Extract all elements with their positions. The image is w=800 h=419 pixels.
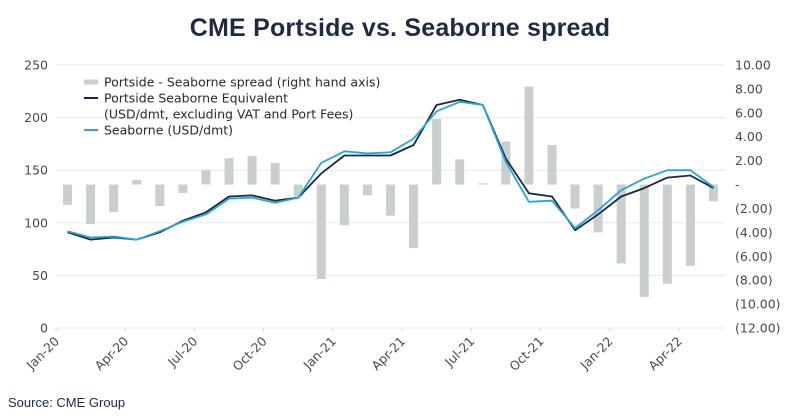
x-axis: Jan-20 Apr-20 Jul-20 Oct-20 Jan-21 Apr-21 Jul-… [23, 328, 685, 374]
spread-bar [63, 184, 73, 205]
legend-label: (USD/dmt, excluding VAT and Port Fees) [104, 107, 353, 122]
spread-bar [155, 184, 165, 207]
spread-bar [86, 184, 96, 224]
spread-bar [432, 118, 442, 185]
right-tick-label: 10.00 [735, 58, 771, 73]
x-tick-label: Jul-20 [164, 333, 200, 369]
right-tick-label: (6.00) [735, 249, 773, 264]
spread-bar [178, 184, 188, 193]
right-tick-label: 2.00 [735, 153, 763, 168]
x-tick-label: Jul-21 [441, 334, 477, 370]
source-note: Source: CME Group [8, 395, 126, 410]
spread-bar [708, 184, 718, 202]
spread-bar [570, 184, 580, 209]
right-tick-label: - [735, 177, 740, 192]
spread-bar [616, 184, 626, 264]
legend-label: Portside - Seaborne spread (right hand a… [104, 75, 380, 90]
spread-bar [247, 155, 257, 185]
left-tick-label: 0 [40, 321, 48, 336]
seaborne-line [67, 100, 715, 241]
legend: Portside - Seaborne spread (right hand a… [84, 75, 380, 138]
spread-bars [63, 86, 718, 297]
x-tick-label: Oct-20 [229, 333, 269, 373]
legend-item: Portside - Seaborne spread (right hand a… [84, 75, 380, 90]
right-tick-label: 6.00 [735, 105, 763, 120]
left-tick-label: 150 [24, 163, 48, 178]
spread-bar [547, 145, 557, 185]
line-series [67, 98, 715, 241]
x-tick-label: Jan-22 [576, 334, 615, 373]
spread-bar [639, 184, 649, 297]
legend-swatch-bar [84, 79, 98, 85]
x-tick-label: Apr-21 [368, 334, 408, 374]
spread-bar [593, 184, 603, 233]
left-tick-label: 100 [24, 215, 48, 230]
x-tick-label: Apr-22 [645, 334, 685, 374]
x-tick-label: Oct-21 [506, 334, 546, 374]
spread-bar [339, 184, 349, 226]
spread-bar [270, 163, 280, 185]
left-tick-label: 250 [24, 58, 48, 73]
right-axis: 10.00 8.00 6.00 4.00 2.00 - (2.00) (4.00) (6.00)… [735, 58, 781, 336]
spread-bar [478, 183, 488, 185]
chart-title: CME Portside vs. Seaborne spread [189, 14, 611, 42]
left-tick-label: 200 [24, 110, 48, 125]
left-tick-label: 50 [32, 268, 48, 283]
spread-bar [293, 184, 303, 197]
x-tick-label: Apr-20 [92, 333, 132, 373]
spread-bar [386, 184, 395, 216]
spread-bar [109, 184, 119, 213]
spread-bar [224, 158, 234, 185]
spread-bar [201, 170, 211, 185]
right-tick-label: (12.00) [735, 321, 781, 336]
spread-bar [685, 184, 695, 266]
right-tick-label: (8.00) [735, 273, 773, 288]
right-tick-label: 8.00 [735, 81, 763, 96]
spread-bar [316, 184, 326, 279]
spread-bar [524, 86, 534, 185]
spread-bar [362, 184, 372, 196]
legend-label: Seaborne (USD/dmt) [104, 123, 233, 138]
spread-bar [455, 159, 465, 185]
x-tick-label: Jan-20 [23, 333, 62, 372]
legend-item: Portside Seaborne Equivalent(USD/dmt, ex… [84, 91, 353, 122]
right-tick-label: (2.00) [735, 201, 773, 216]
legend-item: Seaborne (USD/dmt) [84, 123, 233, 138]
left-axis: 0 50 100 150 200 250 [24, 58, 48, 336]
right-tick-label: (4.00) [735, 225, 773, 240]
right-tick-label: 4.00 [735, 129, 763, 144]
right-tick-label: (10.00) [735, 297, 781, 312]
x-tick-label: Jan-21 [300, 334, 339, 373]
gridlines [56, 64, 725, 329]
spread-bar [409, 184, 419, 248]
spread-bar [662, 184, 672, 284]
spread-bar [132, 179, 142, 185]
legend-label: Portside Seaborne Equivalent [104, 91, 288, 106]
